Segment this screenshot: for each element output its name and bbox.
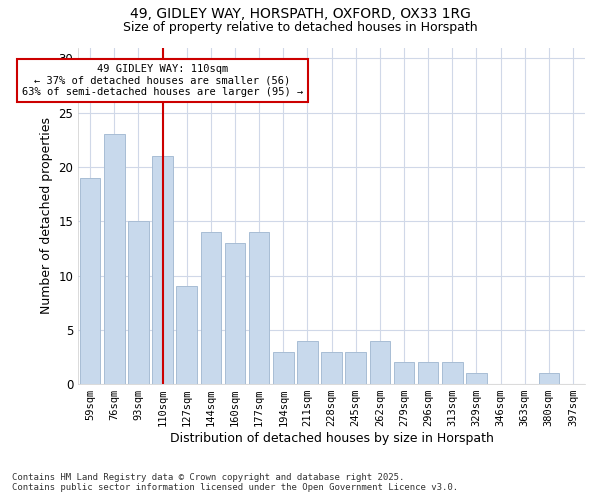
Text: 49 GIDLEY WAY: 110sqm
← 37% of detached houses are smaller (56)
63% of semi-deta: 49 GIDLEY WAY: 110sqm ← 37% of detached … [22, 64, 303, 97]
Bar [80, 178, 100, 384]
Bar [297, 340, 317, 384]
Bar [249, 232, 269, 384]
Bar [273, 352, 293, 384]
Bar [394, 362, 414, 384]
Bar [152, 156, 173, 384]
Bar [225, 243, 245, 384]
Bar [104, 134, 125, 384]
Bar [539, 373, 559, 384]
Bar [442, 362, 463, 384]
Bar [322, 352, 342, 384]
Bar [346, 352, 366, 384]
Bar [200, 232, 221, 384]
Text: 49, GIDLEY WAY, HORSPATH, OXFORD, OX33 1RG: 49, GIDLEY WAY, HORSPATH, OXFORD, OX33 1… [130, 8, 470, 22]
Bar [128, 221, 149, 384]
Text: Contains HM Land Registry data © Crown copyright and database right 2025.
Contai: Contains HM Land Registry data © Crown c… [12, 473, 458, 492]
Text: Size of property relative to detached houses in Horspath: Size of property relative to detached ho… [122, 21, 478, 34]
Bar [418, 362, 439, 384]
X-axis label: Distribution of detached houses by size in Horspath: Distribution of detached houses by size … [170, 432, 493, 445]
Bar [370, 340, 390, 384]
Bar [176, 286, 197, 384]
Y-axis label: Number of detached properties: Number of detached properties [40, 118, 53, 314]
Bar [466, 373, 487, 384]
